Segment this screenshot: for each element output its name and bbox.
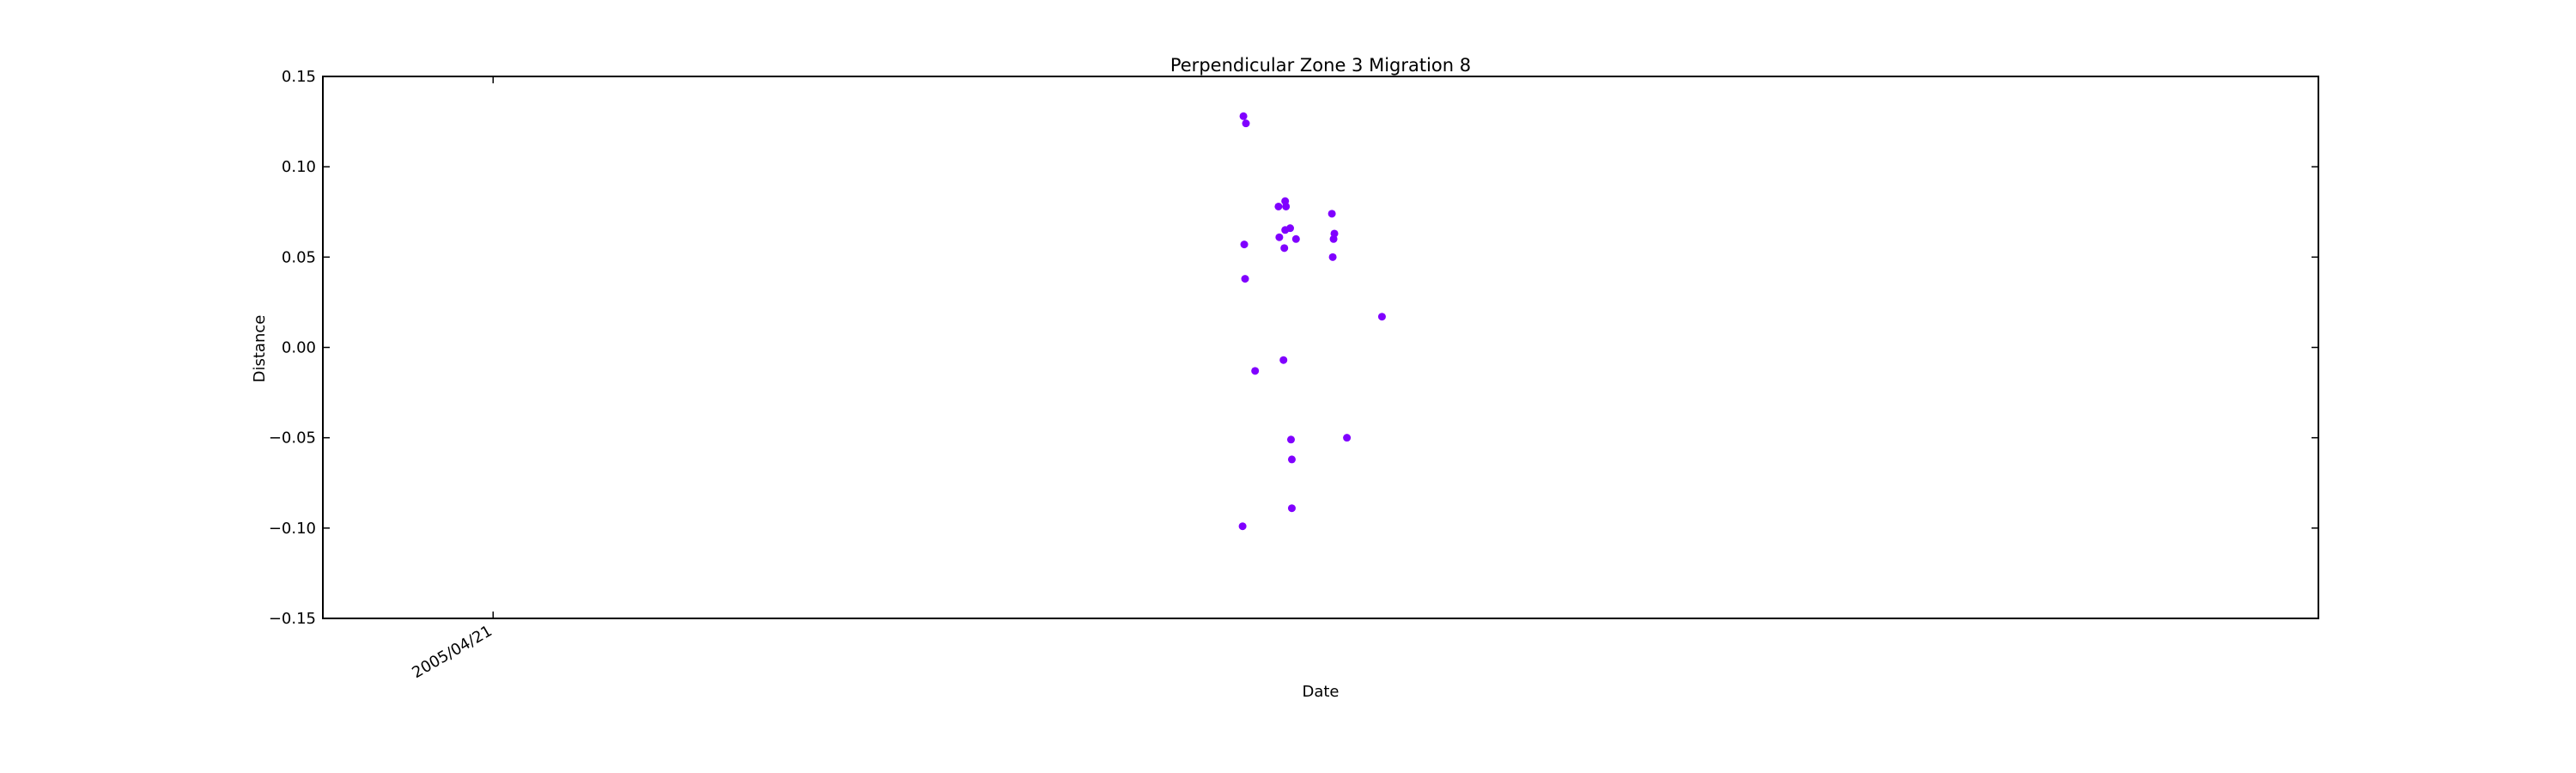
data-point [1274, 202, 1283, 210]
y-tick-label: 0.10 [282, 158, 316, 176]
y-tick-label: 0.15 [282, 68, 316, 86]
data-point [1287, 455, 1296, 464]
data-point [1242, 119, 1250, 128]
data-point [1328, 253, 1337, 261]
y-tick-label: −0.15 [269, 610, 316, 628]
data-points [1238, 112, 1386, 531]
data-point [1240, 240, 1249, 249]
data-point [1280, 244, 1289, 253]
x-axis-label: Date [1302, 683, 1339, 701]
data-point [1327, 210, 1336, 218]
plot-frame [322, 76, 2319, 619]
data-point [1286, 224, 1295, 233]
data-point [1279, 356, 1288, 364]
data-point [1377, 313, 1386, 321]
y-axis-label: Distance [251, 315, 269, 383]
data-point [1291, 234, 1300, 243]
x-axis: 2005/04/21 [409, 76, 495, 682]
y-tick-label: 0.05 [282, 248, 316, 266]
y-tick-label: −0.05 [269, 429, 316, 447]
chart-title: Perpendicular Zone 3 Migration 8 [1170, 55, 1471, 76]
data-point [1282, 202, 1291, 210]
data-point [1251, 367, 1260, 375]
y-tick-label: 0.00 [282, 339, 316, 357]
data-point [1241, 275, 1249, 283]
data-point [1343, 434, 1352, 442]
data-point [1287, 504, 1296, 513]
y-axis: −0.15 −0.10 −0.05 0.00 0.05 0.10 0.15 [269, 68, 2318, 628]
y-tick-label: −0.10 [269, 520, 316, 538]
data-point [1286, 435, 1295, 444]
data-point [1239, 112, 1248, 120]
x-tick-label: 2005/04/21 [409, 622, 495, 682]
data-point [1238, 522, 1247, 531]
data-point [1330, 229, 1339, 238]
data-point [1275, 233, 1284, 241]
